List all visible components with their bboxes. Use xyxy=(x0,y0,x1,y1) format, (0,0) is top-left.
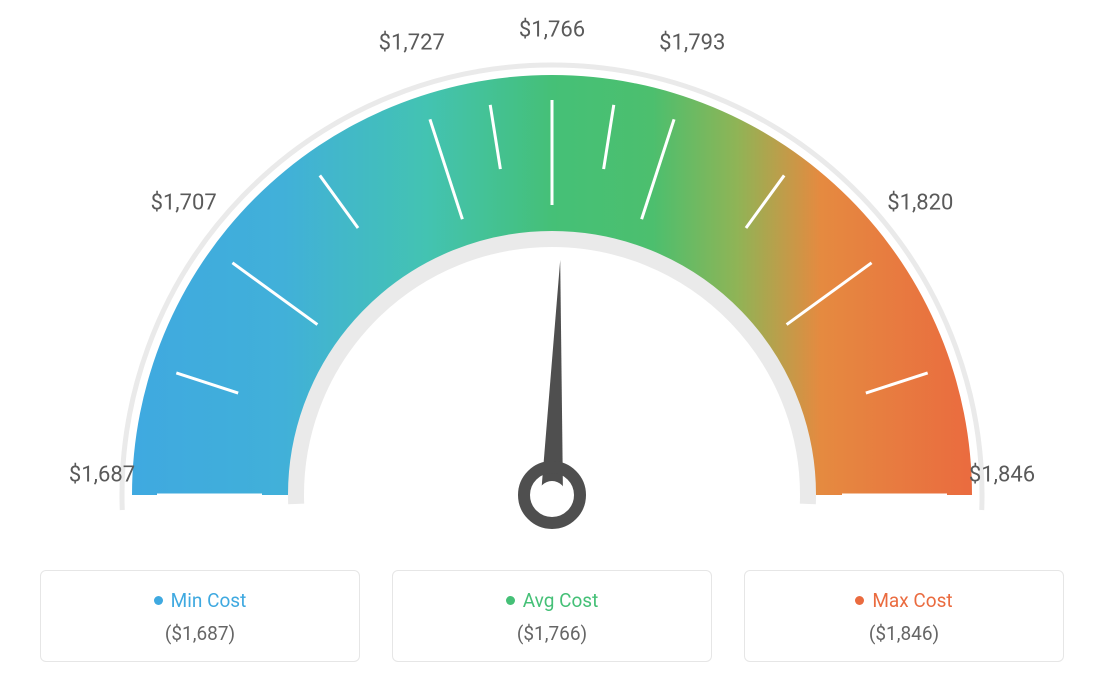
gauge-tick-label: $1,793 xyxy=(659,31,725,56)
gauge-tick-label: $1,846 xyxy=(969,463,1035,488)
card-value: ($1,687) xyxy=(63,622,337,645)
summary-card: Max Cost ($1,846) xyxy=(744,570,1064,662)
gauge-tick-label: $1,707 xyxy=(151,190,217,215)
card-title-row: Min Cost xyxy=(63,589,337,612)
gauge-tick-label: $1,820 xyxy=(887,190,953,215)
gauge-chart: $1,687 $1,707 $1,727 $1,766 $1,793 $1,820 $1,8… xyxy=(0,0,1104,560)
gauge-tick-label: $1,766 xyxy=(519,18,585,43)
card-title-row: Max Cost xyxy=(767,589,1041,612)
summary-card: Avg Cost ($1,766) xyxy=(392,570,712,662)
card-title: Avg Cost xyxy=(523,589,599,612)
card-value: ($1,846) xyxy=(767,622,1041,645)
gauge-tick-label: $1,687 xyxy=(69,463,135,488)
gauge-tick-label: $1,727 xyxy=(379,31,445,56)
legend-dot-icon xyxy=(855,596,864,605)
summary-card: Min Cost ($1,687) xyxy=(40,570,360,662)
card-value: ($1,766) xyxy=(415,622,689,645)
card-title-row: Avg Cost xyxy=(415,589,689,612)
gauge-svg xyxy=(0,0,1104,560)
legend-dot-icon xyxy=(154,596,163,605)
legend-dot-icon xyxy=(506,596,515,605)
card-title: Max Cost xyxy=(872,589,952,612)
card-title: Min Cost xyxy=(171,589,247,612)
summary-row: Min Cost ($1,687) Avg Cost ($1,766) Max Cost… xyxy=(0,570,1104,662)
